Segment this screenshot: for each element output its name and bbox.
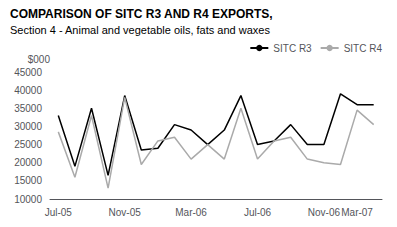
- svg-text:Mar-06: Mar-06: [175, 207, 207, 218]
- svg-text:Mar-07: Mar-07: [341, 207, 373, 218]
- svg-text:35000: 35000: [14, 103, 42, 114]
- svg-text:40000: 40000: [14, 85, 42, 96]
- svg-text:Nov-06: Nov-06: [308, 207, 341, 218]
- svg-text:Jul-06: Jul-06: [244, 207, 272, 218]
- svg-text:SITC R4: SITC R4: [344, 43, 383, 54]
- svg-text:10000: 10000: [14, 194, 42, 205]
- svg-text:45000: 45000: [14, 67, 42, 78]
- svg-text:20000: 20000: [14, 157, 42, 168]
- svg-text:Section 4 - Animal and vegetab: Section 4 - Animal and vegetable oils, f…: [10, 24, 270, 36]
- svg-text:30000: 30000: [14, 121, 42, 132]
- svg-text:Jul-05: Jul-05: [45, 207, 73, 218]
- svg-text:25000: 25000: [14, 139, 42, 150]
- svg-text:$000: $000: [28, 54, 51, 65]
- svg-text:Nov-05: Nov-05: [109, 207, 142, 218]
- svg-text:15000: 15000: [14, 175, 42, 186]
- svg-text:COMPARISON OF SITC R3 AND R4 E: COMPARISON OF SITC R3 AND R4 EXPORTS,: [10, 7, 273, 21]
- svg-text:SITC R3: SITC R3: [273, 43, 312, 54]
